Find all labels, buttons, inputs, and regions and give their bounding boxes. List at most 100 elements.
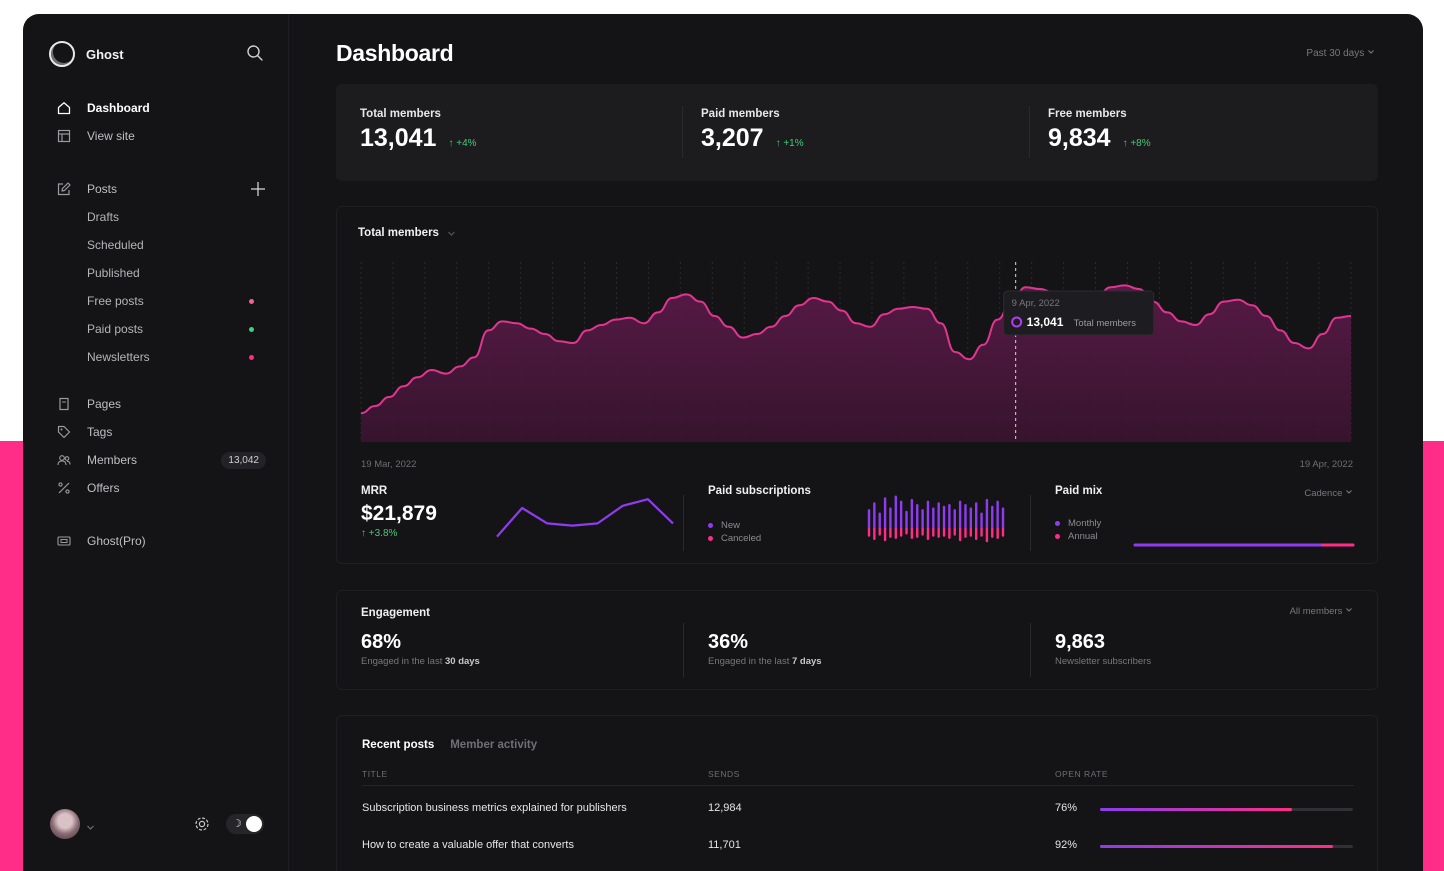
kpi-value: 9,834: [1048, 124, 1111, 152]
nav-ghost-pro[interactable]: Ghost(Pro): [56, 527, 266, 555]
nav-newsletters[interactable]: Newsletters: [56, 343, 266, 371]
nav-label: Dashboard: [87, 101, 150, 115]
tooltip-marker: [1011, 316, 1023, 328]
paid-subscriptions-block[interactable]: Paid subscriptions: [708, 485, 811, 497]
theme-toggle[interactable]: ☽: [226, 814, 264, 834]
engagement-filter-select[interactable]: All members: [1290, 606, 1353, 617]
mrr-sparkline: [496, 498, 674, 538]
column-header-sends: SENDS: [708, 769, 740, 779]
kpi-value: 13,041: [360, 124, 437, 152]
mrr-block[interactable]: MRR $21,879 ↑ +3.8%: [361, 485, 437, 539]
nav-published[interactable]: Published: [56, 259, 266, 287]
table-divider: [362, 785, 1354, 786]
members-icon: [56, 452, 72, 468]
nav-scheduled[interactable]: Scheduled: [56, 231, 266, 259]
paid-subscriptions-label: Paid subscriptions: [708, 485, 811, 497]
chevron-down-icon: [1368, 50, 1374, 54]
chevron-down-icon: [1346, 608, 1352, 612]
kpi-delta: ↑ +8%: [1122, 138, 1151, 149]
nav-view-site[interactable]: View site: [56, 122, 266, 150]
brand[interactable]: Ghost: [49, 40, 288, 68]
post-title[interactable]: Subscription business metrics explained …: [362, 802, 627, 814]
engagement-value: 68%: [361, 631, 402, 653]
cadence-label: Cadence: [1304, 488, 1343, 499]
cadence-select[interactable]: Cadence: [1304, 488, 1353, 499]
kpi-total-members[interactable]: Total members 13,041 ↑ +4%: [360, 108, 477, 153]
kpi-label: Free members: [1048, 108, 1127, 120]
open-rate-bar-fill: [1100, 845, 1333, 848]
open-rate-bar-fill: [1100, 808, 1293, 811]
column-header-open-rate: OPEN RATE: [1055, 769, 1108, 779]
nav-members[interactable]: Members 13,042: [56, 446, 266, 474]
nav-label: Ghost(Pro): [87, 534, 146, 548]
date-range-select[interactable]: Past 30 days: [1306, 48, 1375, 59]
legend-monthly: Monthly: [1068, 518, 1102, 529]
divider: [683, 495, 684, 551]
tab-recent-posts[interactable]: Recent posts: [362, 739, 435, 751]
nav-pages[interactable]: Pages: [56, 390, 266, 418]
new-post-plus-icon[interactable]: [250, 181, 266, 197]
search-icon[interactable]: [246, 44, 264, 62]
nav-label: Drafts: [87, 210, 120, 224]
kpi-value: 3,207: [701, 124, 764, 152]
nav-posts[interactable]: Posts: [56, 175, 266, 203]
engagement-30-days: 68% Engaged in the last 30 days: [361, 631, 480, 667]
nav-label: Offers: [87, 481, 120, 495]
paid-mix-label: Paid mix: [1055, 485, 1103, 497]
x-axis-start-label: 19 Mar, 2022: [361, 459, 417, 470]
sidebar-footer: ☽: [50, 809, 264, 841]
kpi-label: Total members: [360, 108, 441, 120]
nav-dashboard[interactable]: Dashboard: [56, 94, 266, 122]
tooltip-value: 13,041: [1027, 315, 1064, 329]
table-row[interactable]: Subscription business metrics explained …: [337, 802, 1377, 822]
page-title: Dashboard: [336, 40, 454, 66]
x-axis-end-label: 19 Apr, 2022: [1299, 459, 1353, 470]
kpi-delta: ↑ +1%: [775, 138, 804, 149]
newsletters-dot: [249, 354, 254, 360]
nav-label: Free posts: [87, 294, 144, 308]
nav-label: Published: [87, 266, 140, 280]
newsletter-subscribers: 9,863 Newsletter subscribers: [1055, 631, 1151, 667]
chevron-down-icon[interactable]: [86, 819, 95, 837]
tag-icon: [56, 424, 72, 440]
divider: [1030, 495, 1031, 551]
browser-icon: [56, 128, 72, 144]
members-area-chart[interactable]: 9 Apr, 2022 13,041 Total members: [337, 207, 1379, 565]
engagement-7-days: 36% Engaged in the last 7 days: [708, 631, 822, 667]
nav-drafts[interactable]: Drafts: [56, 203, 266, 231]
post-sends: 12,984: [708, 802, 742, 814]
percent-icon: [56, 480, 72, 496]
tooltip-label: Total members: [1074, 318, 1137, 329]
paid-mix-block[interactable]: Paid mix: [1055, 485, 1102, 497]
post-sends: 11,701: [708, 839, 741, 851]
engagement-card: Engagement All members 68% Engaged in th…: [336, 590, 1378, 690]
pages-icon: [56, 396, 72, 412]
edit-icon: [56, 181, 72, 197]
ghost-pro-icon: [56, 533, 72, 549]
engagement-value: 36%: [708, 631, 749, 653]
engagement-title: Engagement: [361, 607, 431, 619]
kpi-free-members[interactable]: Free members 9,834 ↑ +8%: [1048, 108, 1151, 153]
gear-icon[interactable]: [193, 815, 211, 833]
members-chart-card: 9 Apr, 2022 13,041 Total members Total mem…: [336, 206, 1378, 564]
engagement-filter-label: All members: [1289, 606, 1343, 617]
nav-tags[interactable]: Tags: [56, 418, 266, 446]
chart-metric-select[interactable]: Total members: [358, 227, 456, 239]
brand-name: Ghost: [86, 46, 124, 62]
table-row[interactable]: How to create a valuable offer that conv…: [337, 839, 1377, 859]
free-posts-dot: [249, 298, 254, 304]
column-header-title: TITLE: [362, 769, 388, 779]
post-title[interactable]: How to create a valuable offer that conv…: [362, 839, 574, 851]
tab-member-activity[interactable]: Member activity: [450, 739, 538, 751]
nav-label: Newsletters: [87, 350, 150, 364]
nav-free-posts[interactable]: Free posts: [56, 287, 266, 315]
nav-offers[interactable]: Offers: [56, 474, 266, 502]
user-avatar[interactable]: [50, 809, 80, 839]
legend-canceled: Canceled: [721, 533, 762, 544]
kpi-paid-members[interactable]: Paid members 3,207 ↑ +1%: [701, 108, 804, 153]
post-open-rate: 92%: [1055, 839, 1078, 851]
paid-posts-dot: [249, 326, 254, 332]
divider: [1029, 106, 1030, 158]
nav-paid-posts[interactable]: Paid posts: [56, 315, 266, 343]
main-nav: Dashboard View site Posts Drafts Schedul…: [56, 94, 266, 555]
